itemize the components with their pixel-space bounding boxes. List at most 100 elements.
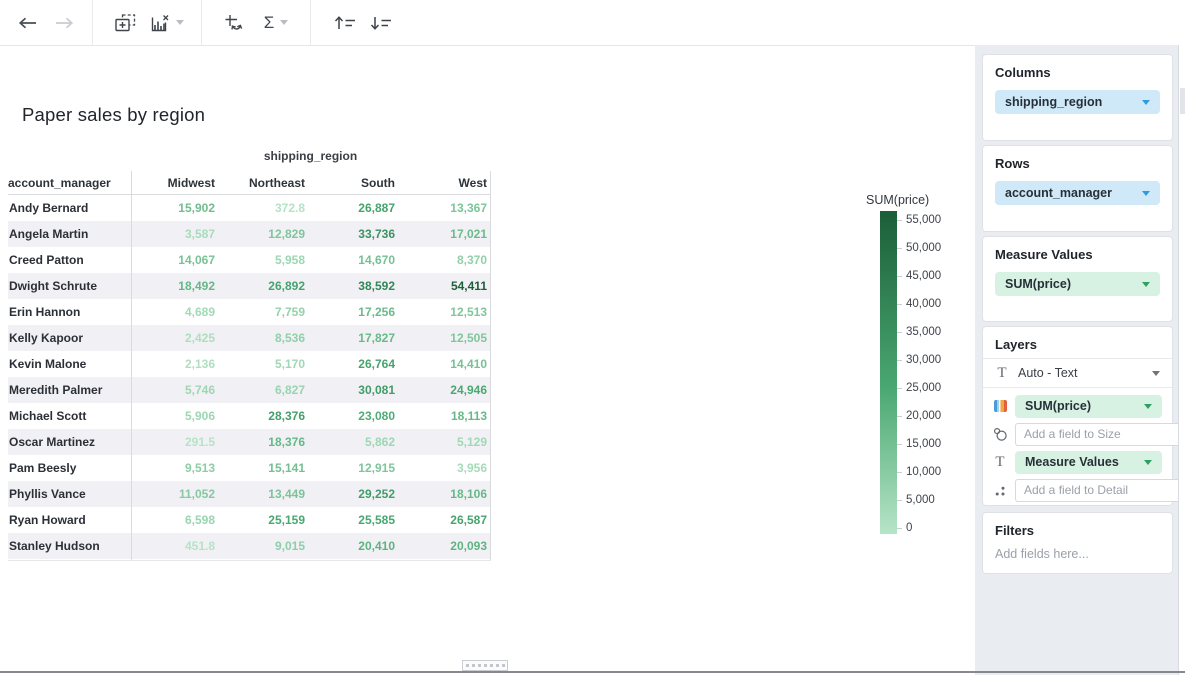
- add-chart-button[interactable]: [107, 7, 143, 39]
- value-cell[interactable]: 20,093: [450, 539, 487, 553]
- value-cell[interactable]: 12,915: [358, 461, 395, 475]
- row-header[interactable]: Kelly Kapoor: [9, 331, 84, 345]
- value-cell[interactable]: 5,958: [274, 253, 305, 267]
- row-header[interactable]: Oscar Martinez: [9, 435, 96, 449]
- row-header[interactable]: Ryan Howard: [9, 513, 86, 527]
- row-header[interactable]: Stanley Hudson: [9, 539, 100, 553]
- row-header[interactable]: Meredith Palmer: [9, 383, 103, 397]
- column-dimension-label: shipping_region: [263, 149, 358, 163]
- value-cell[interactable]: 5,170: [274, 357, 305, 371]
- value-cell[interactable]: 5,129: [456, 435, 487, 449]
- value-cell[interactable]: 3,956: [456, 461, 487, 475]
- value-cell[interactable]: 451.8: [184, 539, 215, 553]
- filters-drop-target[interactable]: Add fields here...: [995, 547, 1089, 561]
- value-cell[interactable]: 26,764: [358, 357, 395, 371]
- value-cell[interactable]: 26,587: [450, 513, 487, 527]
- sort-descending-button[interactable]: [363, 7, 399, 39]
- sort-ascending-button[interactable]: [327, 7, 363, 39]
- column-header-south[interactable]: South: [361, 175, 395, 190]
- value-cell[interactable]: 9,015: [274, 539, 305, 553]
- column-header-northeast[interactable]: Northeast: [248, 175, 305, 190]
- value-cell[interactable]: 372.8: [274, 201, 305, 215]
- value-cell[interactable]: 23,080: [358, 409, 395, 423]
- value-cell[interactable]: 12,505: [450, 331, 487, 345]
- legend-tick: 35,000: [897, 326, 941, 338]
- row-header[interactable]: Kevin Malone: [9, 357, 87, 371]
- value-cell[interactable]: 18,113: [450, 409, 487, 423]
- value-cell[interactable]: 9,513: [184, 461, 215, 475]
- value-cell[interactable]: 12,829: [268, 227, 305, 241]
- value-cell[interactable]: 28,376: [268, 409, 305, 423]
- value-cell[interactable]: 26,887: [358, 201, 395, 215]
- size-field-input[interactable]: [1015, 422, 1185, 446]
- value-cell[interactable]: 15,141: [268, 461, 305, 475]
- aggregate-button[interactable]: Σ: [252, 7, 300, 39]
- mark-type-select[interactable]: T Auto - Text: [983, 358, 1172, 388]
- value-cell[interactable]: 54,411: [450, 279, 487, 293]
- value-cell[interactable]: 6,598: [184, 513, 215, 527]
- row-header[interactable]: Phyllis Vance: [9, 487, 86, 501]
- forward-button[interactable]: [46, 7, 82, 39]
- value-cell[interactable]: 5,906: [184, 409, 215, 423]
- column-header-midwest[interactable]: Midwest: [167, 175, 215, 190]
- secondary-panel-pill-edge: [1180, 88, 1185, 114]
- value-cell[interactable]: 13,449: [268, 487, 305, 501]
- value-cell[interactable]: 17,256: [358, 305, 395, 319]
- value-cell[interactable]: 33,736: [358, 227, 395, 241]
- value-cell[interactable]: 17,827: [358, 331, 395, 345]
- row-header[interactable]: Erin Hannon: [9, 305, 81, 319]
- value-cell[interactable]: 17,021: [450, 227, 487, 241]
- value-cell[interactable]: 291.5: [184, 435, 215, 449]
- column-header-west[interactable]: West: [458, 175, 487, 190]
- columns-field-pill[interactable]: shipping_region: [995, 90, 1160, 114]
- value-cell[interactable]: 15,902: [178, 201, 215, 215]
- value-cell[interactable]: 18,106: [450, 487, 487, 501]
- field-pill-label: Measure Values: [1025, 455, 1119, 469]
- row-header[interactable]: Angela Martin: [9, 227, 89, 241]
- value-cell[interactable]: 12,513: [450, 305, 487, 319]
- color-field-pill[interactable]: SUM(price): [1015, 394, 1162, 418]
- value-cell[interactable]: 14,410: [450, 357, 487, 371]
- rows-field-pill[interactable]: account_manager: [995, 181, 1160, 205]
- value-cell[interactable]: 11,052: [178, 487, 215, 501]
- row-header[interactable]: Michael Scott: [9, 409, 87, 423]
- value-cell[interactable]: 18,376: [268, 435, 305, 449]
- value-cell[interactable]: 6,827: [274, 383, 305, 397]
- measure-values-field-pill[interactable]: SUM(price): [995, 272, 1160, 296]
- value-cell[interactable]: 25,159: [268, 513, 305, 527]
- splitter-drag-handle[interactable]: [462, 660, 508, 671]
- table-row: Phyllis Vance 11,052 13,449 29,252 18,106: [8, 481, 491, 507]
- value-cell[interactable]: 20,410: [358, 539, 395, 553]
- row-header[interactable]: Pam Beesly: [9, 461, 77, 475]
- value-cell[interactable]: 18,492: [178, 279, 215, 293]
- arrow-right-icon: [54, 17, 74, 29]
- value-cell[interactable]: 5,746: [184, 383, 215, 397]
- detail-field-input[interactable]: [1015, 478, 1185, 502]
- value-cell[interactable]: 14,670: [358, 253, 395, 267]
- row-header[interactable]: Andy Bernard: [9, 201, 89, 215]
- value-cell[interactable]: 8,536: [274, 331, 305, 345]
- value-cell[interactable]: 3,587: [184, 227, 215, 241]
- value-cell[interactable]: 25,585: [358, 513, 395, 527]
- value-cell[interactable]: 14,067: [178, 253, 215, 267]
- value-cell[interactable]: 8,370: [456, 253, 487, 267]
- value-cell[interactable]: 7,759: [274, 305, 305, 319]
- value-cell[interactable]: 5,862: [364, 435, 395, 449]
- table-row: Meredith Palmer 5,746 6,827 30,081 24,946: [8, 377, 491, 403]
- value-cell[interactable]: 4,689: [184, 305, 215, 319]
- value-cell[interactable]: 2,136: [184, 357, 215, 371]
- value-cell[interactable]: 24,946: [450, 383, 487, 397]
- value-cell[interactable]: 29,252: [358, 487, 395, 501]
- row-header[interactable]: Dwight Schrute: [9, 279, 98, 293]
- text-field-pill[interactable]: Measure Values: [1015, 450, 1162, 474]
- value-cell[interactable]: 13,367: [450, 201, 487, 215]
- row-header[interactable]: Creed Patton: [9, 253, 84, 267]
- swap-axes-button[interactable]: [216, 7, 252, 39]
- value-cell[interactable]: 2,425: [184, 331, 215, 345]
- value-cell[interactable]: 26,892: [268, 279, 305, 293]
- value-cell[interactable]: 38,592: [358, 279, 395, 293]
- filters-shelf: Filters Add fields here...: [983, 513, 1172, 573]
- value-cell[interactable]: 30,081: [358, 383, 395, 397]
- remove-chart-button[interactable]: [143, 7, 191, 39]
- back-button[interactable]: [10, 7, 46, 39]
